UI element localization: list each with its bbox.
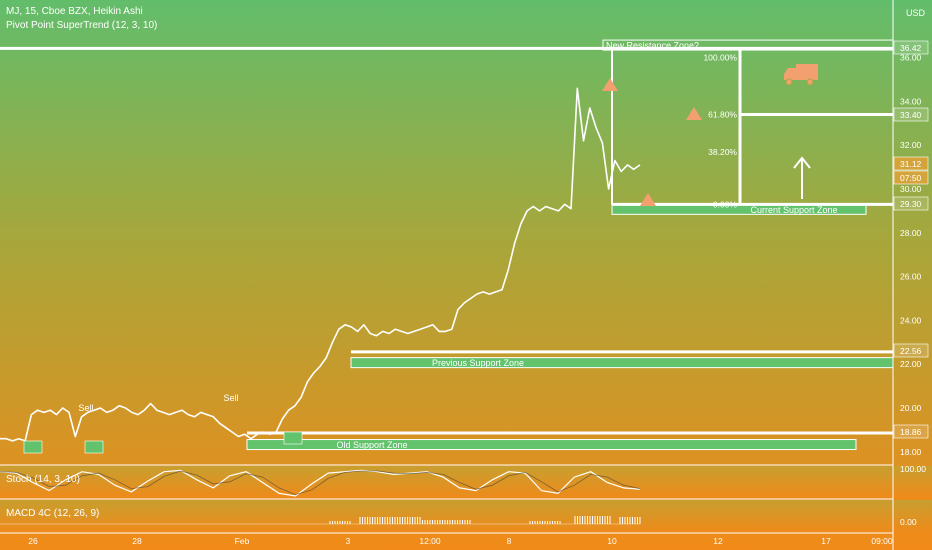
triangle-marker-0: [602, 78, 618, 91]
zone-box-3[interactable]: [246, 439, 857, 451]
y-tick-label: 34.00: [900, 96, 922, 106]
price-tag-label-5: 22.56: [900, 346, 922, 356]
price-tag-box-6: [893, 424, 929, 439]
price-tag-box-4: [893, 196, 929, 211]
x-tick-label: 10: [607, 536, 617, 546]
x-tick-label: 28: [132, 536, 142, 546]
y-tick-label: 26.00: [900, 272, 922, 282]
y-tick-label: 18.00: [900, 447, 922, 457]
price-series-line[interactable]: [0, 87, 641, 442]
x-tick-label: Feb: [235, 536, 250, 546]
y-tick-label: 20.00: [900, 403, 922, 413]
buy-signal-box-0: [23, 440, 43, 454]
price-tag-box-1: [893, 107, 929, 122]
zone-label-1: Current Support Zone: [750, 205, 837, 215]
sell-annotation-1: Sell: [223, 393, 238, 403]
price-tag-label-2: 31.12: [900, 159, 922, 169]
x-tick-label: 12: [713, 536, 723, 546]
price-tag-label-3: 07:50: [900, 173, 922, 183]
y-tick-label: 22.00: [900, 359, 922, 369]
indicator-legend[interactable]: Pivot Point SuperTrend (12, 3, 10): [6, 20, 158, 31]
price-tag-box-2: [893, 156, 929, 171]
price-tag-label-0: 36.42: [900, 43, 922, 53]
fib-label-3: 0.00%: [713, 199, 738, 209]
x-tick-label: 09:00: [871, 536, 893, 546]
y-tick-label: 28.00: [900, 228, 922, 238]
price-tag-box-5: [893, 343, 929, 358]
y-tick-label: 32.00: [900, 140, 922, 150]
x-tick-label: 26: [28, 536, 38, 546]
x-tick-label: 3: [346, 536, 351, 546]
stoch-panel-background: [0, 466, 932, 499]
price-tag-label-4: 29.30: [900, 199, 922, 209]
stoch-d-line: [0, 470, 641, 496]
buy-signal-box-2: [283, 431, 303, 445]
zone-label-3: Old Support Zone: [336, 440, 407, 450]
y-tick-label: 36.00: [900, 53, 922, 63]
macd-legend[interactable]: MACD 4C (12, 26, 9): [6, 508, 100, 519]
currency-label: USD: [906, 8, 926, 18]
buy-signal-box-1: [84, 440, 104, 454]
price-tag-label-1: 33.40: [900, 110, 922, 120]
triangle-marker-1: [686, 107, 702, 120]
stoch-tick-label: 100.00: [900, 464, 926, 474]
y-tick-label: 30.00: [900, 184, 922, 194]
zone-box-0[interactable]: [602, 39, 894, 51]
stoch-legend[interactable]: Stoch (14, 3, 10): [6, 474, 80, 485]
zone-label-0: New Resistance Zone?: [606, 41, 699, 51]
price-tag-label-6: 18.86: [900, 427, 922, 437]
macd-tick-label: 0.00: [900, 517, 917, 527]
price-tag-box-0: [893, 40, 929, 55]
symbol-legend[interactable]: MJ, 15, Cboe BZX, Heikin Ashi: [6, 6, 143, 17]
zone-box-2[interactable]: [350, 357, 894, 369]
fib-label-0: 100.00%: [703, 52, 737, 62]
x-tick-label: 12:00: [419, 536, 441, 546]
zone-label-2: Previous Support Zone: [432, 358, 524, 368]
arrow-up-icon: [793, 156, 811, 199]
y-tick-label: 24.00: [900, 315, 922, 325]
price-tag-box-3: [893, 170, 929, 185]
fib-label-1: 61.80%: [708, 110, 737, 120]
x-tick-label: 8: [507, 536, 512, 546]
stoch-k-line: [0, 469, 641, 497]
truck-icon: [784, 64, 818, 86]
macd-panel-background: [0, 500, 932, 533]
x-tick-label: 17: [821, 536, 831, 546]
fib-label-2: 38.20%: [708, 147, 737, 157]
sell-annotation-0: Sell: [78, 403, 93, 413]
triangle-marker-2: [640, 193, 656, 206]
